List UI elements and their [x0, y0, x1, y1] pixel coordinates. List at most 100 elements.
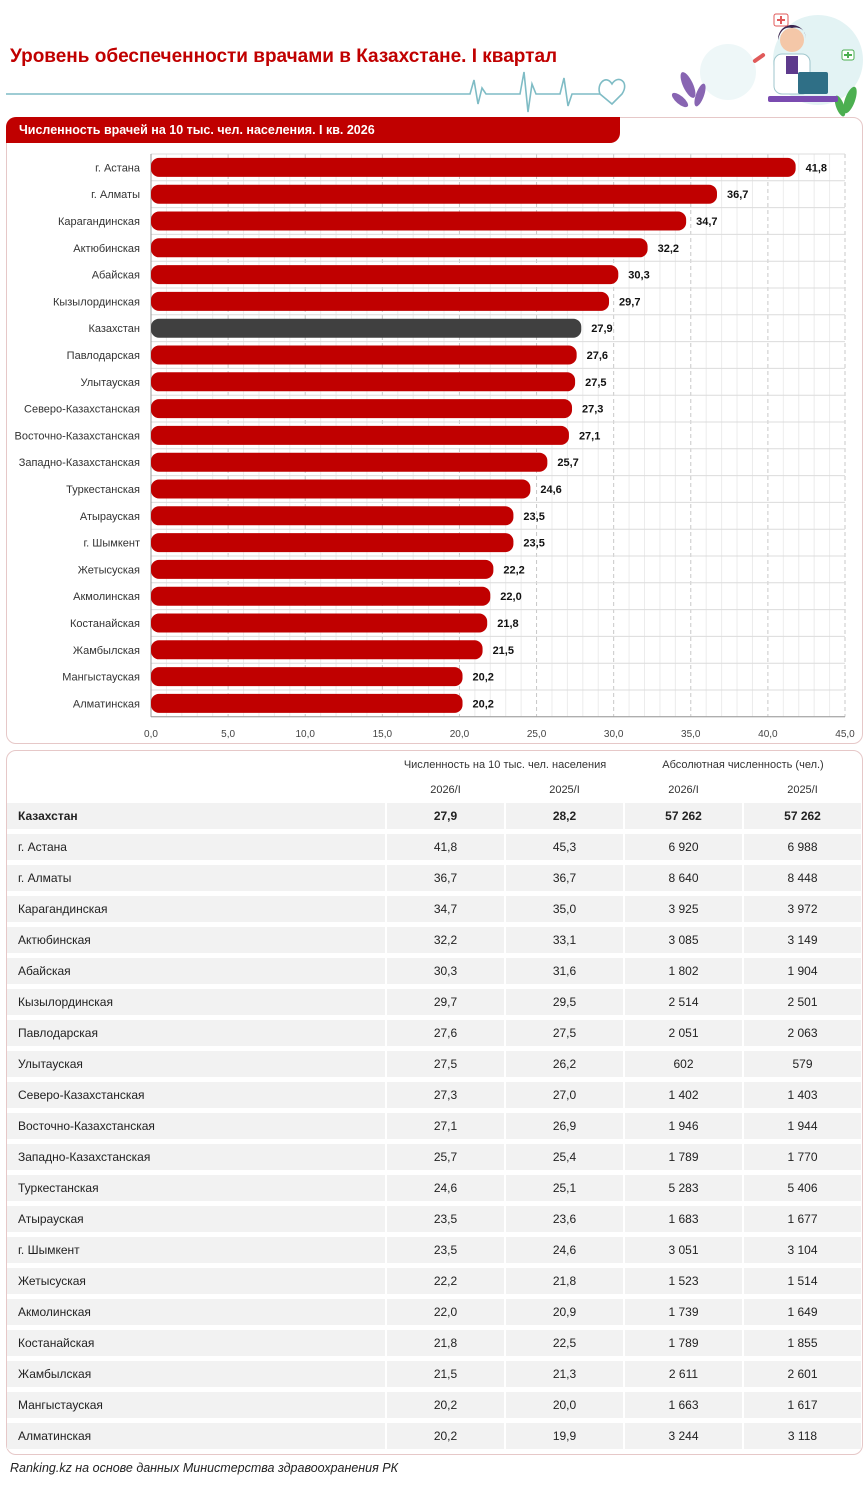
- table-cell: 6 988: [744, 834, 861, 860]
- table-cell: 8 448: [744, 865, 861, 891]
- table-cell: 36,7: [506, 865, 623, 891]
- table-cell: 579: [744, 1051, 861, 1077]
- table-row-name: Костанайская: [7, 1330, 385, 1356]
- category-label: Жетысуская: [78, 564, 140, 576]
- table-cell: 602: [625, 1051, 742, 1077]
- table-row-name: Карагандинская: [7, 896, 385, 922]
- bar: [151, 211, 687, 231]
- table-cell: 1 855: [744, 1330, 861, 1356]
- data-label: 30,3: [628, 270, 649, 282]
- table-cell: 27,6: [387, 1020, 504, 1046]
- table-cell: 22,0: [387, 1299, 504, 1325]
- table-row-name: Мангыстауская: [7, 1392, 385, 1418]
- data-label: 32,2: [658, 243, 679, 255]
- table-cell: 1 403: [744, 1082, 861, 1108]
- category-label: г. Шымкент: [84, 538, 141, 550]
- bar: [151, 693, 463, 713]
- table-cell: 35,0: [506, 896, 623, 922]
- data-label: 24,6: [540, 484, 561, 496]
- table-cell: 6 920: [625, 834, 742, 860]
- data-label: 23,5: [523, 538, 544, 550]
- data-label: 22,2: [503, 564, 524, 576]
- table-cell: 20,0: [506, 1392, 623, 1418]
- category-label: г. Алматы: [91, 189, 140, 201]
- table-cell: 3 118: [744, 1423, 861, 1449]
- data-label: 27,6: [587, 350, 608, 362]
- table-cell: 32,2: [387, 927, 504, 953]
- table-row-name: Западно-Казахстанская: [7, 1144, 385, 1170]
- table-cell: 2 501: [744, 989, 861, 1015]
- bar: [151, 452, 548, 472]
- data-label: 27,5: [585, 377, 606, 389]
- table-row-name: Атырауская: [7, 1206, 385, 1232]
- bar: [151, 613, 488, 633]
- table-cell: 1 789: [625, 1330, 742, 1356]
- bar: [151, 559, 494, 579]
- table-row-name: Абайская: [7, 958, 385, 984]
- x-tick-label: 40,0: [758, 729, 778, 740]
- heartbeat-line-decoration: [6, 71, 626, 113]
- table-cell: 1 904: [744, 958, 861, 984]
- category-label: Казахстан: [88, 323, 140, 335]
- table-cell: 26,2: [506, 1051, 623, 1077]
- table-cell: 1 802: [625, 958, 742, 984]
- table-cell: 1 523: [625, 1268, 742, 1294]
- bar: [151, 265, 619, 285]
- category-label: Улытауская: [81, 377, 141, 389]
- table-row-name: г. Астана: [7, 834, 385, 860]
- table-cell: 8 640: [625, 865, 742, 891]
- category-label: Акмолинская: [73, 591, 140, 603]
- medical-cross-icon: [773, 13, 789, 27]
- category-label: Костанайская: [70, 618, 140, 630]
- bar: [151, 586, 491, 606]
- table-cell: 29,7: [387, 989, 504, 1015]
- table-cell: 2 514: [625, 989, 742, 1015]
- chart-header: Численность врачей на 10 тыс. чел. насел…: [6, 117, 620, 143]
- table-row-name: Казахстан: [7, 803, 385, 829]
- table-cell: 2 601: [744, 1361, 861, 1387]
- table-cell: 1 677: [744, 1206, 861, 1232]
- bar: [151, 533, 514, 553]
- table-cell: 3 149: [744, 927, 861, 953]
- table-row-name: Туркестанская: [7, 1175, 385, 1201]
- table-cell: 41,8: [387, 834, 504, 860]
- table-cell: 34,7: [387, 896, 504, 922]
- data-label: 36,7: [727, 189, 748, 201]
- table-row-name: Северо-Казахстанская: [7, 1082, 385, 1108]
- x-tick-label: 15,0: [373, 729, 393, 740]
- table-row-name: Павлодарская: [7, 1020, 385, 1046]
- table-cell: 23,5: [387, 1237, 504, 1263]
- bar: [151, 506, 514, 526]
- x-tick-label: 30,0: [604, 729, 624, 740]
- table-cell: 5 283: [625, 1175, 742, 1201]
- data-label: 34,7: [696, 216, 717, 228]
- category-label: Атырауская: [80, 511, 140, 523]
- table-cell: 30,3: [387, 958, 504, 984]
- bar: [151, 157, 796, 177]
- table-cell: 1 649: [744, 1299, 861, 1325]
- table-row-name: Восточно-Казахстанская: [7, 1113, 385, 1139]
- x-tick-label: 45,0: [835, 729, 855, 740]
- category-label: Восточно-Казахстанская: [14, 430, 140, 442]
- data-label: 41,8: [806, 162, 827, 174]
- data-label: 27,9: [591, 323, 612, 335]
- table-cell: 2 063: [744, 1020, 861, 1046]
- bar: [151, 667, 463, 687]
- data-label: 22,0: [500, 591, 521, 603]
- group-header: Численность на 10 тыс. чел. населения: [403, 759, 607, 771]
- table-cell: 2 051: [625, 1020, 742, 1046]
- table-cell: 1 770: [744, 1144, 861, 1170]
- table-cell: 22,5: [506, 1330, 623, 1356]
- table-cell: 25,7: [387, 1144, 504, 1170]
- table-cell: 1 944: [744, 1113, 861, 1139]
- table-cell: 28,2: [506, 803, 623, 829]
- table-cell: 27,5: [506, 1020, 623, 1046]
- table-cell: 1 946: [625, 1113, 742, 1139]
- category-label: Западно-Казахстанская: [19, 457, 140, 469]
- table-cell: 36,7: [387, 865, 504, 891]
- bar: [151, 345, 577, 365]
- x-tick-label: 5,0: [221, 729, 235, 740]
- table-row-name: г. Шымкент: [7, 1237, 385, 1263]
- table-cell: 19,9: [506, 1423, 623, 1449]
- bar: [151, 425, 569, 445]
